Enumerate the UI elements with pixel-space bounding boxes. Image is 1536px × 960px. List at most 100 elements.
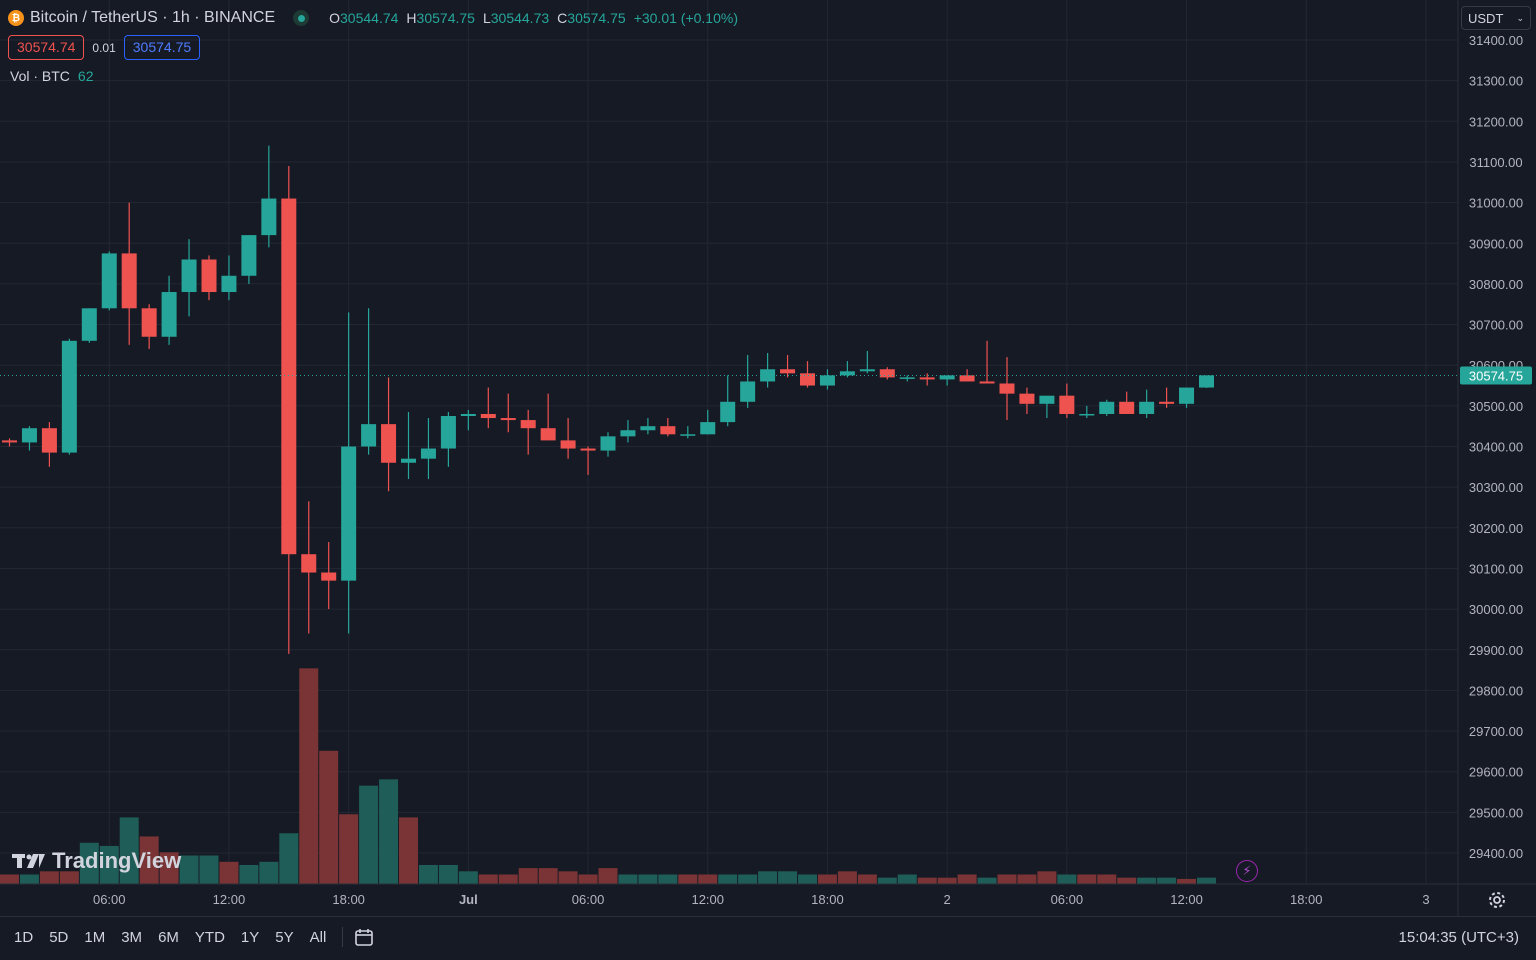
symbol-title[interactable]: Bitcoin / TetherUS · 1h · BINANCE [30, 9, 276, 26]
volume-bar [1117, 877, 1137, 884]
lightning-icon[interactable]: ⚡︎ [1236, 860, 1258, 882]
bitcoin-icon[interactable]: ₿ [8, 10, 24, 26]
price-tick-label: 31200.00 [1469, 114, 1523, 129]
price-tick-label: 30800.00 [1469, 277, 1523, 292]
candle-body [640, 426, 656, 431]
price-tick-label: 31100.00 [1469, 155, 1522, 170]
candle [1159, 387, 1175, 408]
range-button-1m[interactable]: 1M [84, 928, 106, 946]
time-tick-label: Jul [459, 892, 478, 907]
volume-bar [239, 864, 259, 884]
volume-bar [19, 874, 39, 884]
candle [381, 377, 397, 492]
candle-body [760, 369, 776, 382]
candle [281, 166, 297, 654]
range-buttons: 1D 5D 1M 3M 6M YTD 1Y 5Y All [6, 929, 334, 946]
candle [600, 432, 616, 457]
candle-body [520, 420, 536, 429]
candle-body [81, 308, 97, 341]
candle-body [221, 275, 237, 293]
volume-bar [99, 845, 119, 884]
candle-body [460, 413, 476, 417]
range-button-5y[interactable]: 5Y [275, 928, 294, 946]
calendar-range-icon[interactable] [353, 926, 375, 948]
volume-bar [538, 868, 558, 884]
candle [1019, 387, 1035, 414]
candle-body [101, 253, 117, 309]
candle [819, 369, 835, 390]
candle-body [999, 383, 1015, 394]
range-button-ytd[interactable]: YTD [194, 928, 225, 946]
price-tick-label: 29800.00 [1469, 683, 1523, 698]
time-tick-label: 2 [944, 892, 951, 907]
price-tick-label: 30400.00 [1469, 440, 1523, 455]
volume-bar [59, 871, 79, 884]
candle-body [261, 198, 277, 236]
range-button-5d[interactable]: 5D [49, 928, 69, 946]
candle-body [301, 554, 317, 573]
candle [540, 393, 556, 441]
candle-body [161, 292, 177, 337]
volume-legend[interactable]: Vol · BTC 62 [10, 68, 93, 84]
candle-body [1059, 395, 1075, 414]
candlestick-series [2, 145, 1214, 654]
range-button-1y[interactable]: 1Y [240, 928, 260, 946]
candle [660, 418, 676, 437]
volume-bar [319, 750, 339, 884]
candle [221, 255, 237, 301]
candle [161, 275, 177, 345]
candle-body [480, 413, 496, 419]
candle-body [181, 259, 197, 293]
candle-body [979, 381, 995, 384]
candle-body [241, 235, 257, 276]
watermark-text: TradingView [52, 848, 182, 873]
svg-text:30574.75: 30574.75 [1469, 368, 1523, 383]
candle-body [1099, 401, 1115, 414]
range-button-6m[interactable]: 6M [158, 928, 179, 946]
candle [939, 375, 955, 386]
volume-bar [259, 861, 279, 884]
price-tick-label: 31000.00 [1469, 196, 1523, 211]
chevron-down-icon: ⌄ [1516, 12, 1524, 23]
ohlc-low-value: 30544.73 [490, 10, 550, 26]
buy-price-button[interactable]: 30574.75 [123, 35, 201, 60]
time-tick-label: 12:00 [1170, 892, 1203, 907]
volume-bar [897, 874, 917, 884]
candle [460, 409, 476, 431]
candle-body [959, 375, 975, 382]
candle-body [600, 436, 616, 451]
candle-body [560, 440, 576, 449]
sell-price-button[interactable]: 30574.74 [8, 35, 85, 60]
volume-bar [359, 785, 379, 884]
volume-bar [698, 874, 718, 884]
timezone-clock[interactable]: 15:04:35 (UTC+3) [1398, 928, 1519, 946]
price-tick-label: 29700.00 [1469, 724, 1523, 739]
candle-body [381, 424, 397, 463]
candle [740, 355, 756, 408]
candle [141, 304, 157, 349]
volume-bar [1077, 874, 1097, 884]
candle-body [859, 369, 875, 372]
candle [41, 422, 57, 467]
candle-body [819, 375, 835, 386]
volume-bar [498, 874, 518, 884]
range-button-1d[interactable]: 1D [14, 928, 34, 946]
candle [301, 501, 317, 634]
time-tick-label: 18:00 [811, 892, 844, 907]
price-tick-label: 29500.00 [1469, 805, 1523, 820]
ohlc-open-label: O [329, 10, 341, 26]
candle [1139, 389, 1155, 419]
volume-bar [518, 868, 538, 884]
range-button-3m[interactable]: 3M [121, 928, 143, 946]
candle-body [939, 375, 955, 380]
candle [1099, 399, 1115, 417]
currency-dropdown[interactable]: USDT ⌄ [1461, 6, 1531, 30]
range-button-all[interactable]: All [309, 928, 327, 946]
volume-bar [857, 874, 877, 884]
volume-bar [279, 833, 299, 884]
candle-body [660, 426, 676, 435]
price-tick-label: 29400.00 [1469, 846, 1523, 861]
gear-icon[interactable] [1486, 889, 1508, 911]
volume-bar [598, 868, 618, 884]
